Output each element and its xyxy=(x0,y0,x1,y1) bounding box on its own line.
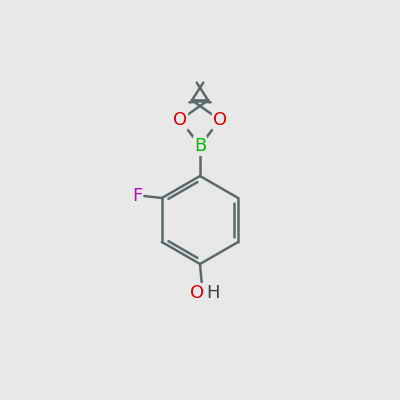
Text: H: H xyxy=(206,284,220,302)
Text: F: F xyxy=(132,187,142,205)
Text: B: B xyxy=(194,137,206,155)
Text: O: O xyxy=(190,284,204,302)
Text: O: O xyxy=(173,111,187,129)
Text: O: O xyxy=(213,111,227,129)
